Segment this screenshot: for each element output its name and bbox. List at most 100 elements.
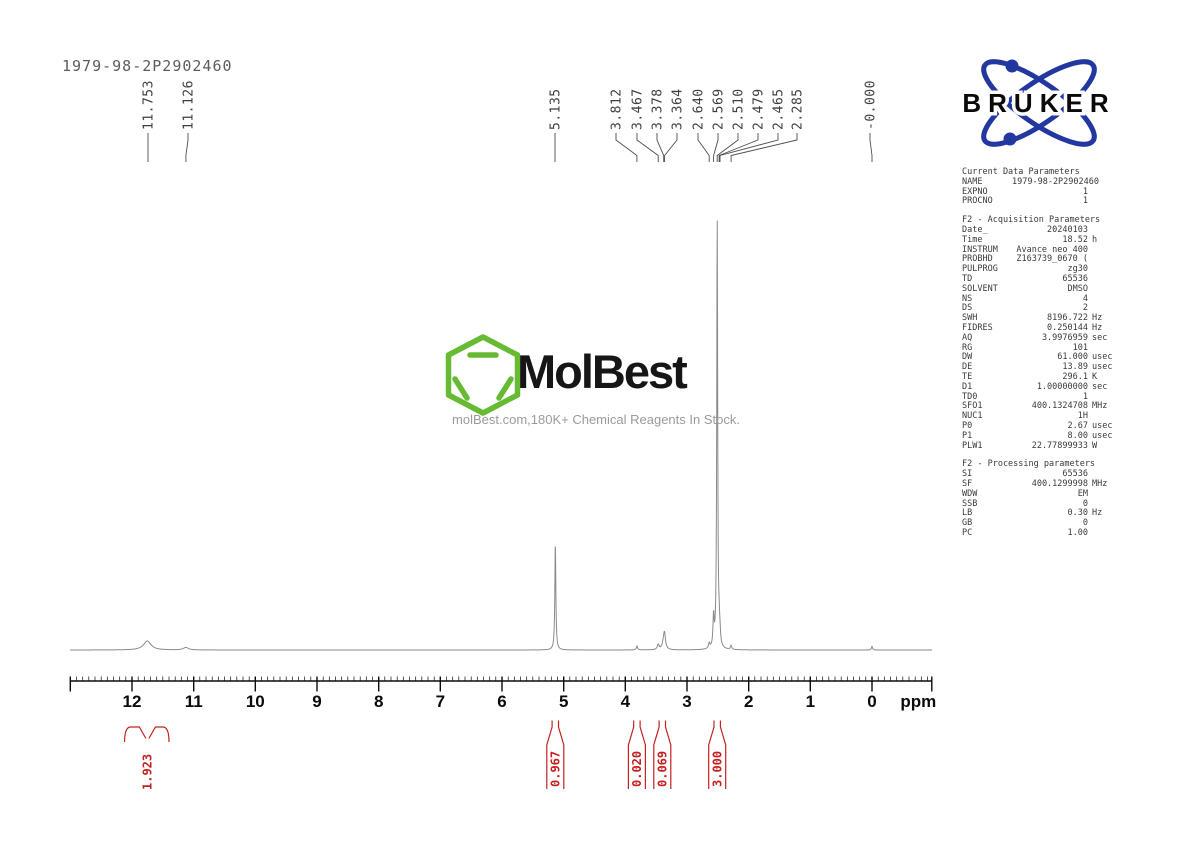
param-row: P1 8.00 usec [962, 430, 1118, 442]
param-row: SFO1 400.1324708 MHz [962, 402, 1118, 412]
param-row: PROCNO 1 [962, 197, 1118, 207]
param-unit [1088, 529, 1118, 539]
param-row: DW 61.000 usec [962, 353, 1118, 363]
param-key: SOLVENT [962, 283, 998, 294]
peak-shift-label: 3.812 [610, 88, 625, 130]
param-unit: Hz [1092, 508, 1103, 519]
param-value: 0 [1082, 498, 1088, 509]
param-unit [1088, 275, 1118, 285]
param-key: PROCNO [962, 196, 993, 207]
param-key: PLW1 [962, 440, 983, 451]
param-key: P1 [962, 430, 973, 441]
param-key: GB [962, 518, 973, 529]
x-axis-tick-label: 8 [374, 692, 383, 711]
peak-shift-label: 5.135 [549, 88, 564, 130]
molbest-tagline: molBest.com,180K+ Chemical Reagents In S… [452, 412, 740, 427]
param-value: 0.30 [1067, 508, 1088, 519]
param-value: zg30 [1067, 264, 1088, 275]
x-axis-tick-label: 12 [123, 692, 142, 711]
param-value: 1.00 [1067, 527, 1088, 538]
peak-connector-line [713, 133, 719, 162]
param-key: PC [962, 527, 973, 538]
peak-shift-label: 2.510 [732, 88, 747, 130]
peak-shift-label: 3.467 [631, 88, 646, 130]
x-axis-tick-label: 0 [867, 692, 876, 711]
peak-shift-label: -0.000 [864, 80, 879, 130]
peak-shift-label: 2.465 [772, 88, 787, 130]
param-unit [1088, 285, 1118, 295]
molbest-hexagon-icon [445, 334, 521, 416]
param-unit [1088, 265, 1118, 275]
peak-shift-label: 2.285 [791, 88, 806, 130]
param-unit [1088, 490, 1118, 500]
param-row: NUC1 1H [962, 411, 1118, 422]
integral-value: 0.967 [549, 751, 563, 787]
integral-value: 0.020 [630, 751, 644, 787]
param-unit: W [1092, 440, 1098, 451]
peak-shift-label: 3.364 [671, 88, 686, 130]
param-row: DS 2 [962, 304, 1118, 314]
param-unit: Hz [1092, 322, 1103, 333]
param-row: TE 296.1 K [962, 371, 1118, 383]
molbest-wordmark: MolBest [517, 345, 688, 398]
param-row: D1 1.00000000 sec [962, 381, 1118, 393]
param-value: 1 [1082, 196, 1088, 207]
param-unit: sec [1092, 332, 1108, 343]
param-unit [1088, 197, 1118, 207]
param-value: 400.1299998 [1031, 478, 1088, 489]
param-row: TD0 1 [962, 392, 1118, 403]
param-value: 2 [1082, 303, 1088, 314]
param-row: RG 101 [962, 342, 1118, 354]
param-value: 65536 [1062, 273, 1088, 284]
param-row: DE 13.89 usec [962, 362, 1118, 373]
param-key: D1 [962, 381, 973, 392]
param-unit: usec [1092, 362, 1113, 373]
param-unit: K [1092, 371, 1098, 382]
param-key: INSTRUM [962, 244, 998, 255]
param-unit: MHz [1092, 401, 1108, 412]
peak-shift-label: 11.126 [182, 80, 197, 130]
param-unit [1088, 255, 1118, 265]
param-row: LB 0.30 Hz [962, 508, 1118, 519]
param-row: WDW EM [962, 488, 1118, 500]
param-value: 18.52 [1062, 234, 1088, 245]
integral-value: 1.923 [141, 754, 155, 790]
peak-shift-label: 2.569 [712, 88, 727, 130]
peak-connector-line [719, 133, 779, 162]
param-row: PROBHD Z163739_0670 ( [962, 255, 1118, 265]
param-row: P0 2.67 usec [962, 420, 1118, 432]
spectrum-title: 1979-98-2P2902460 [62, 57, 233, 75]
param-unit: usec [1092, 430, 1113, 441]
param-key: PULPROG [962, 264, 998, 275]
param-key: SI [962, 469, 973, 480]
spectrum-curve [70, 220, 932, 651]
x-axis-tick-label: 3 [682, 692, 691, 711]
param-value: EM [1077, 488, 1088, 499]
x-axis-tick-label: 6 [497, 692, 506, 711]
param-row: SF 400.1299998 MHz [962, 478, 1118, 490]
peak-shift-label: 3.378 [651, 88, 666, 130]
param-key: NUC1 [962, 411, 983, 422]
param-row: GB 0 [962, 518, 1118, 529]
param-unit: MHz [1092, 478, 1108, 489]
param-key: LB [962, 508, 973, 519]
param-row: INSTRUM Avance neo 400 [962, 244, 1118, 256]
x-axis-tick-label: 5 [559, 692, 568, 711]
param-key: WDW [962, 488, 978, 499]
peak-connector-line [730, 133, 798, 162]
param-key: NS [962, 293, 973, 304]
param-value: 1.00000000 [1036, 381, 1088, 392]
param-value: 3.9976959 [1041, 332, 1088, 343]
param-row: NS 4 [962, 293, 1118, 305]
param-unit: h [1092, 234, 1098, 245]
param-value: 2.67 [1067, 420, 1088, 431]
param-key: RG [962, 342, 973, 353]
param-key: P0 [962, 420, 973, 431]
param-unit [1088, 246, 1118, 256]
params-section-header: Current Data Parameters [962, 167, 1080, 177]
x-axis-tick-label: 11 [185, 692, 203, 711]
integral-bracket [124, 726, 170, 743]
param-value: 65536 [1062, 469, 1088, 480]
integral-bracket [653, 720, 672, 789]
